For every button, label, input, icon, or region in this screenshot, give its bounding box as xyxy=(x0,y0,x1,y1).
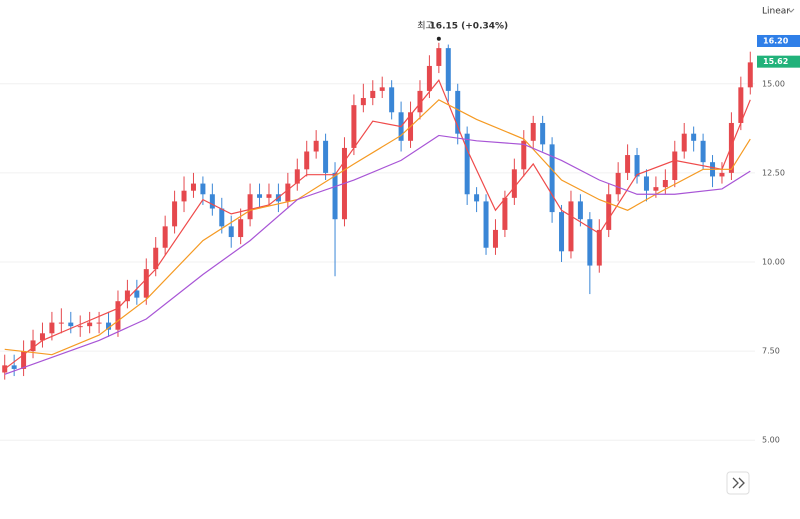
candle-body xyxy=(323,140,329,173)
candle-body xyxy=(530,122,536,141)
candle-body xyxy=(464,133,470,195)
candle-body xyxy=(96,322,102,324)
candle-body xyxy=(172,201,178,227)
annotation-value: 16.15 (+0.34%) xyxy=(430,21,509,31)
candle-body xyxy=(124,290,130,302)
candle-body xyxy=(153,247,159,270)
candle-body xyxy=(379,87,385,91)
candle-body xyxy=(728,122,734,173)
scroll-button[interactable] xyxy=(726,471,750,495)
candle-body xyxy=(540,122,546,145)
candle-body xyxy=(134,290,140,298)
scale-mode[interactable]: Linear xyxy=(762,7,790,17)
candle-body xyxy=(653,187,659,191)
candle-body xyxy=(238,219,244,238)
candle-body xyxy=(596,229,602,266)
candle-body xyxy=(87,322,93,327)
candle-body xyxy=(445,48,451,91)
candle-body xyxy=(606,194,612,230)
plot xyxy=(0,42,755,441)
candle-body xyxy=(691,133,697,141)
y-tick-label: 15.00 xyxy=(762,79,785,88)
candle-body xyxy=(502,197,508,230)
candle-body xyxy=(247,194,253,220)
candle-body xyxy=(568,201,574,252)
candle-body xyxy=(483,201,489,248)
candle-body xyxy=(304,151,310,170)
candle-body xyxy=(559,212,565,252)
candle-body xyxy=(162,226,168,248)
candle-body xyxy=(11,365,17,369)
price-tag-label: 15.62 xyxy=(763,57,788,66)
annotation-label: 최고 xyxy=(417,20,434,31)
candle-body xyxy=(49,322,55,334)
high-marker xyxy=(436,36,441,41)
candle-body xyxy=(68,322,74,327)
candle-body xyxy=(521,140,527,170)
candle-body xyxy=(58,322,64,324)
y-tick-label: 5.00 xyxy=(762,436,780,445)
candle-body xyxy=(577,201,583,220)
candle-body xyxy=(426,65,432,91)
candle-body xyxy=(39,333,45,341)
candle-body xyxy=(209,194,215,209)
price-tag-label: 16.20 xyxy=(763,36,789,45)
y-tick-label: 10.00 xyxy=(762,257,785,266)
candle-body xyxy=(370,90,376,99)
candle-body xyxy=(747,62,753,88)
candle-body xyxy=(30,340,36,352)
candle-body xyxy=(313,140,319,152)
candle-body xyxy=(719,172,725,177)
candle-body xyxy=(615,172,621,195)
candle-body xyxy=(351,105,357,148)
price-tag xyxy=(757,34,800,47)
y-tick-label: 12.50 xyxy=(762,168,785,177)
candle-body xyxy=(285,183,291,202)
candle-body xyxy=(587,219,593,266)
candle-body xyxy=(662,180,668,188)
candle-body xyxy=(549,144,555,213)
candle-body xyxy=(219,208,225,227)
candle-body xyxy=(474,194,480,202)
candle-body xyxy=(181,190,187,202)
candle-body xyxy=(143,269,149,298)
candle-body xyxy=(738,87,744,123)
candle-body xyxy=(77,326,83,328)
candle-body xyxy=(511,169,517,198)
candle-body xyxy=(21,351,27,369)
candle-body xyxy=(700,140,706,163)
candle-body xyxy=(266,194,272,198)
candle-body xyxy=(228,226,234,238)
candle-body xyxy=(681,133,687,152)
candle-body xyxy=(492,229,498,248)
candle-body xyxy=(389,87,395,113)
candle-body xyxy=(455,90,461,134)
candle-body xyxy=(360,98,366,106)
candle-body xyxy=(106,322,112,330)
candle-body xyxy=(672,151,678,181)
candle-body xyxy=(625,155,631,173)
candle-body xyxy=(634,155,640,177)
candle-body xyxy=(190,183,196,191)
candle-body xyxy=(257,194,263,198)
candle-body xyxy=(200,183,206,195)
candle-body xyxy=(436,48,442,66)
moving-average xyxy=(4,79,751,370)
candle-body xyxy=(417,90,423,113)
candle-body xyxy=(294,169,300,184)
candle-body xyxy=(115,301,121,330)
moving-average xyxy=(4,134,751,375)
price-tag xyxy=(757,55,800,68)
chevron[interactable] xyxy=(787,8,795,13)
candle-body xyxy=(332,172,338,220)
candle-body xyxy=(643,176,649,191)
y-tick-label: 7.50 xyxy=(762,347,780,356)
